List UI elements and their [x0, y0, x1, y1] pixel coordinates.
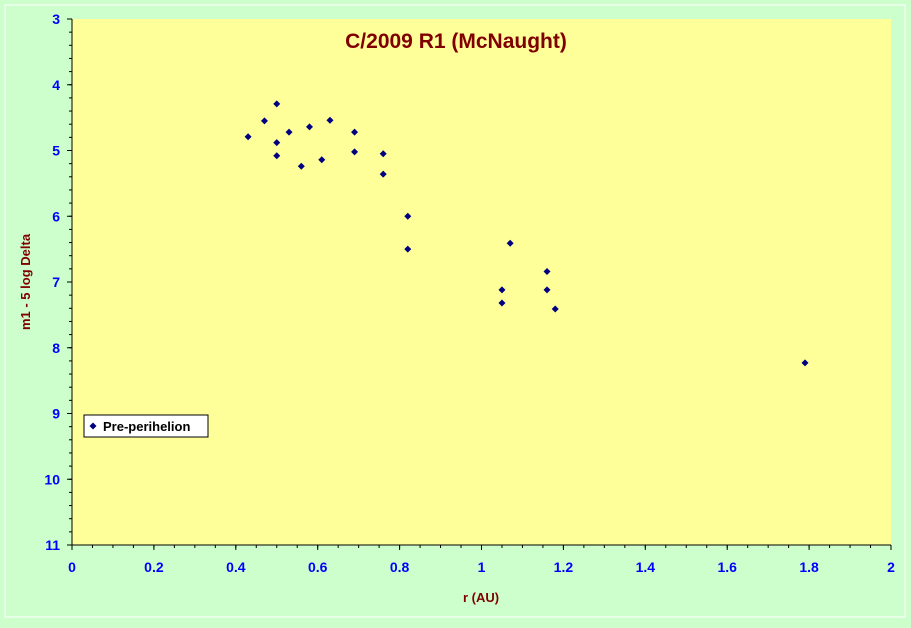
data-point — [285, 128, 293, 136]
chart-frame — [4, 4, 906, 618]
x-tick-label: 2 — [887, 559, 895, 575]
data-point — [273, 139, 281, 147]
legend: Pre-perihelion — [83, 414, 209, 438]
data-point — [351, 148, 359, 156]
x-tick-label: 0.4 — [226, 559, 246, 575]
data-point — [379, 150, 387, 158]
data-point — [326, 116, 334, 124]
data-point — [244, 133, 252, 141]
x-tick-label: 1.6 — [717, 559, 737, 575]
data-point — [379, 170, 387, 178]
data-point — [260, 117, 268, 125]
y-axis-label: m1 - 5 log Delta — [18, 233, 33, 330]
y-tick-label: 10 — [44, 471, 60, 487]
y-tick-label: 4 — [52, 77, 60, 93]
data-point — [498, 286, 506, 294]
data-point — [543, 267, 551, 275]
x-tick-label: 0.6 — [308, 559, 328, 575]
data-point — [273, 152, 281, 160]
data-point — [318, 156, 326, 164]
data-point — [498, 299, 506, 307]
legend-box — [83, 414, 209, 438]
y-tick-label: 3 — [52, 11, 60, 27]
y-tick-label: 8 — [52, 340, 60, 356]
x-tick-label: 1.2 — [554, 559, 574, 575]
x-axis-label: r (AU) — [463, 590, 499, 605]
plot-area — [72, 19, 891, 545]
x-tick-label: 1.4 — [636, 559, 656, 575]
y-tick-label: 7 — [52, 274, 60, 290]
y-tick-label: 11 — [45, 537, 60, 553]
data-point — [297, 162, 305, 170]
tick-labels: 0 0.2 0.4 0.6 0.8 1 1.2 1.4 1.6 1.8 2 3 4 5 6 7 8 9 10 11 — [44, 11, 895, 575]
chart-title: C/2009 R1 (McNaught) — [345, 30, 567, 53]
x-tick-label: 0 — [68, 559, 76, 575]
data-point — [404, 245, 412, 253]
legend-diamond-icon — [89, 422, 97, 430]
y-tick-label: 6 — [52, 208, 60, 224]
data-point — [404, 212, 412, 220]
data-point — [306, 123, 314, 131]
series-pre-perihelion — [244, 100, 809, 367]
y-tick-label: 9 — [52, 406, 60, 422]
data-point — [543, 286, 551, 294]
data-point — [351, 128, 359, 136]
x-tick-label: 0.2 — [144, 559, 164, 575]
x-tick-label: 1 — [478, 559, 486, 575]
y-tick-label: 5 — [52, 143, 60, 159]
x-tick-label: 1.8 — [799, 559, 819, 575]
legend-label: Pre-perihelion — [103, 419, 190, 434]
data-point — [273, 100, 281, 108]
data-point — [551, 305, 559, 313]
data-point — [801, 359, 809, 367]
x-tick-label: 0.8 — [390, 559, 410, 575]
axes — [67, 18, 892, 550]
data-point — [506, 239, 514, 247]
